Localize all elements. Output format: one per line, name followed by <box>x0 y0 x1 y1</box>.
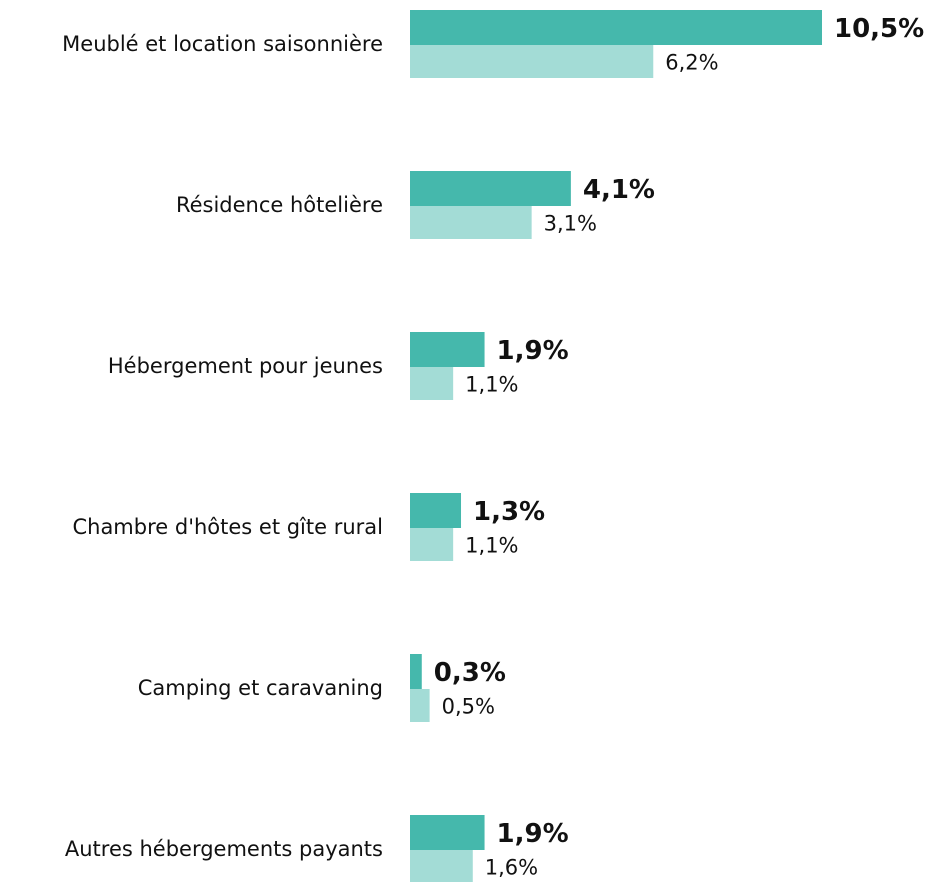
bar <box>410 171 571 206</box>
bar <box>410 10 822 45</box>
value-label: 3,1% <box>544 212 597 236</box>
value-label: 1,9% <box>497 336 569 366</box>
value-label: 1,3% <box>473 497 545 527</box>
value-label: 10,5% <box>834 14 924 44</box>
value-label: 0,5% <box>442 695 495 719</box>
bar <box>410 528 454 561</box>
category-label: Camping et caravaning <box>138 676 383 700</box>
bar <box>410 45 654 78</box>
bar <box>410 654 422 689</box>
value-label: 6,2% <box>665 51 718 75</box>
category-label: Meublé et location saisonnière <box>62 32 383 56</box>
value-label: 4,1% <box>583 175 655 205</box>
category-label: Autres hébergements payants <box>65 837 383 861</box>
bar <box>410 493 462 528</box>
bar <box>410 206 532 239</box>
value-label: 1,9% <box>497 819 569 849</box>
bar <box>410 367 454 400</box>
category-label: Résidence hôtelière <box>176 193 383 217</box>
bar <box>410 689 430 722</box>
category-label: Chambre d'hôtes et gîte rural <box>72 515 383 539</box>
value-label: 1,1% <box>465 373 518 397</box>
value-label: 1,1% <box>465 534 518 558</box>
category-label: Hébergement pour jeunes <box>108 354 383 378</box>
value-label: 1,6% <box>485 856 538 880</box>
value-label: 0,3% <box>434 658 506 688</box>
bar <box>410 815 485 850</box>
bar <box>410 850 473 882</box>
bar <box>410 332 485 367</box>
